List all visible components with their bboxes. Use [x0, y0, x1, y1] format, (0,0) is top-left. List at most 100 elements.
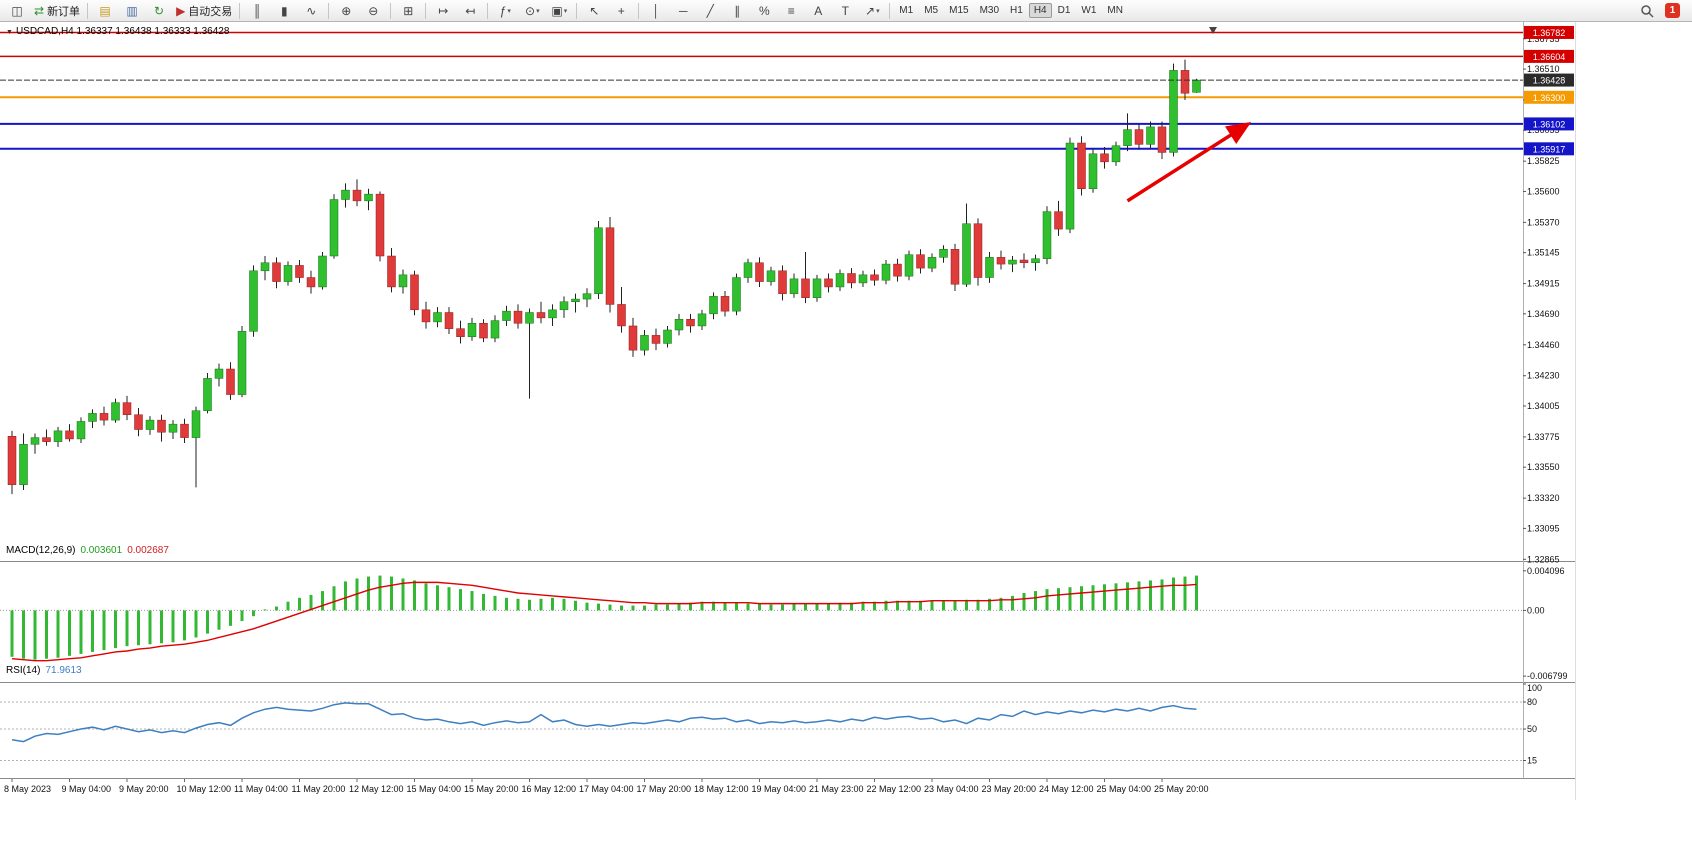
templates-menu[interactable]: ▣ ▾	[546, 1, 572, 21]
bar-chart-icon[interactable]: ║	[244, 1, 270, 21]
time-axis-labels: 8 May 2023 9 May 04:00 9 May 20:00 10 May 1…	[4, 779, 1209, 794]
chart-menu-icon[interactable]: ▼	[6, 29, 13, 36]
vertical-line-icon[interactable]: │	[643, 1, 669, 21]
cursor-icon-glyph: ↖	[589, 3, 600, 18]
indicators-menu-glyph: ƒ	[499, 3, 507, 18]
notification-badge[interactable]: 1	[1665, 3, 1680, 18]
macd-name: MACD(12,26,9)	[6, 545, 76, 556]
timeframe-h1[interactable]: H1	[1010, 5, 1023, 16]
svg-text:25 May 20:00: 25 May 20:00	[1154, 784, 1209, 794]
auto-scroll-icon[interactable]: ↦	[430, 1, 456, 21]
arrows-menu-glyph: ↗	[865, 3, 876, 18]
svg-text:15 May 04:00: 15 May 04:00	[407, 784, 462, 794]
svg-text:100: 100	[1527, 683, 1542, 693]
timeframe-m5[interactable]: M5	[924, 5, 939, 16]
line-chart-icon[interactable]: ∿	[298, 1, 324, 21]
trendline-icon[interactable]: ╱	[697, 1, 723, 21]
rsi-pane: 100 80 50 15	[0, 683, 1542, 766]
crosshair-icon-glyph: +	[617, 3, 625, 18]
svg-text:8 May 2023: 8 May 2023	[4, 784, 51, 794]
price-badge-1.36300: 1.36300	[1524, 90, 1574, 104]
print-icon[interactable]: ▥	[119, 1, 145, 21]
shapes-icon[interactable]: ≡	[778, 1, 804, 21]
chart-canvas[interactable]: 1.367351.365101.362801.360551.358251.356…	[0, 22, 1692, 861]
price-badge-1.36604: 1.36604	[1524, 49, 1574, 63]
chevron-down-icon: ▾	[563, 7, 568, 15]
pane-divider-rsi[interactable]	[0, 679, 1523, 684]
price-badge-1.36102: 1.36102	[1524, 117, 1574, 131]
favorites-icon[interactable]: ▤	[92, 1, 118, 21]
macd-signal-line	[11, 581, 1197, 662]
toolbar-separator	[239, 2, 241, 19]
autotrading-button[interactable]: ▶ 自动交易	[173, 1, 235, 21]
svg-text:50: 50	[1527, 724, 1537, 734]
macd-pane: 0.004096 0.00 -0.006799	[0, 566, 1568, 681]
svg-text:0.004096: 0.004096	[1527, 566, 1565, 576]
timeframe-w1[interactable]: W1	[1081, 5, 1097, 16]
price-badge-1.36782: 1.36782	[1524, 25, 1574, 39]
autotrading-button-label: 自动交易	[188, 5, 233, 18]
print-icon-glyph: ▥	[126, 3, 138, 18]
auto-scroll-icon-glyph: ↦	[438, 3, 449, 18]
cursor-icon[interactable]: ↖	[581, 1, 607, 21]
zoom-out-icon[interactable]: ⊖	[360, 1, 386, 21]
svg-text:1.33775: 1.33775	[1527, 432, 1560, 442]
periods-menu[interactable]: ⊙ ▾	[519, 1, 545, 21]
arrows-menu[interactable]: ↗ ▾	[859, 1, 885, 21]
svg-text:1.36102: 1.36102	[1533, 119, 1566, 129]
svg-text:15 May 20:00: 15 May 20:00	[464, 784, 519, 794]
svg-text:1.34915: 1.34915	[1527, 279, 1560, 289]
chevron-down-icon: ▾	[536, 7, 540, 15]
candlestick-chart-icon[interactable]: ▮	[271, 1, 297, 21]
text-icon[interactable]: A	[805, 1, 831, 21]
svg-text:21 May 23:00: 21 May 23:00	[809, 784, 864, 794]
timeframe-m15[interactable]: M15	[949, 5, 969, 16]
text-label-icon[interactable]: T	[832, 1, 858, 21]
trend-arrow-annotation[interactable]	[1126, 122, 1252, 203]
pane-divider-macd[interactable]	[0, 559, 1523, 564]
svg-text:1.35917: 1.35917	[1533, 144, 1566, 154]
svg-text:1.32865: 1.32865	[1527, 554, 1560, 564]
timeframe-m30[interactable]: M30	[979, 5, 1000, 16]
new-chart-icon[interactable]: ◫	[4, 1, 30, 21]
svg-text:1.33095: 1.33095	[1527, 523, 1560, 533]
vertical-line-icon-glyph: │	[652, 3, 661, 18]
zoom-in-icon[interactable]: ⊕	[333, 1, 359, 21]
refresh-icon[interactable]: ↻	[146, 1, 172, 21]
text-icon-glyph: A	[814, 3, 823, 18]
svg-text:1.34230: 1.34230	[1527, 371, 1560, 381]
timeframe-mn[interactable]: MN	[1107, 5, 1123, 16]
indicators-menu[interactable]: ƒ ▾	[492, 1, 518, 21]
svg-text:0.00: 0.00	[1527, 605, 1545, 615]
fibonacci-icon[interactable]: %	[751, 1, 777, 21]
equidistant-channel-icon[interactable]: ∥	[724, 1, 750, 21]
timeframe-h4[interactable]: H4	[1028, 3, 1052, 18]
price-axis[interactable]	[1523, 22, 1575, 779]
time-axis[interactable]	[0, 779, 1523, 801]
timeframe-d1[interactable]: D1	[1057, 5, 1071, 16]
toolbar: ◫ ⇄ 新订单 ▤ ▥ ↻ ▶ 自动交易 ║ ▮ ∿ ⊕ ⊖ ⊞ ↦ ↤ ƒ ▾ ⊙ ▾ ▣ ▾ ↖ + │ ─ ╱ ∥% ≡ A T ↗ ▾ M…	[0, 0, 1692, 22]
new-chart-icon-glyph: ◫	[11, 3, 23, 18]
rsi-indicator-label: RSI(14) 71.9613	[6, 665, 82, 676]
tile-windows-icon[interactable]: ⊞	[395, 1, 421, 21]
svg-text:19 May 04:00: 19 May 04:00	[752, 784, 807, 794]
horizontal-line-icon[interactable]: ─	[670, 1, 696, 21]
text-label-icon-glyph: T	[841, 3, 849, 18]
search-button[interactable]	[1634, 1, 1660, 21]
timeframe-m1[interactable]: M1	[899, 5, 914, 16]
candles-layer	[7, 59, 1201, 495]
trendline-icon-glyph: ╱	[706, 3, 714, 18]
svg-text:17 May 04:00: 17 May 04:00	[579, 784, 634, 794]
new-order-button[interactable]: ⇄ 新订单	[31, 1, 83, 21]
svg-text:1.35370: 1.35370	[1527, 217, 1560, 227]
svg-text:1.33320: 1.33320	[1527, 493, 1560, 503]
macd-signal-value: 0.002687	[127, 545, 169, 556]
svg-text:1.35145: 1.35145	[1527, 248, 1560, 258]
chart-shift-icon[interactable]: ↤	[457, 1, 483, 21]
svg-text:1.36428: 1.36428	[1533, 76, 1566, 86]
crosshair-icon[interactable]: +	[608, 1, 634, 21]
svg-text:1.35600: 1.35600	[1527, 186, 1560, 196]
candlestick-chart-icon-glyph: ▮	[280, 3, 288, 18]
svg-text:1.34690: 1.34690	[1527, 309, 1560, 319]
